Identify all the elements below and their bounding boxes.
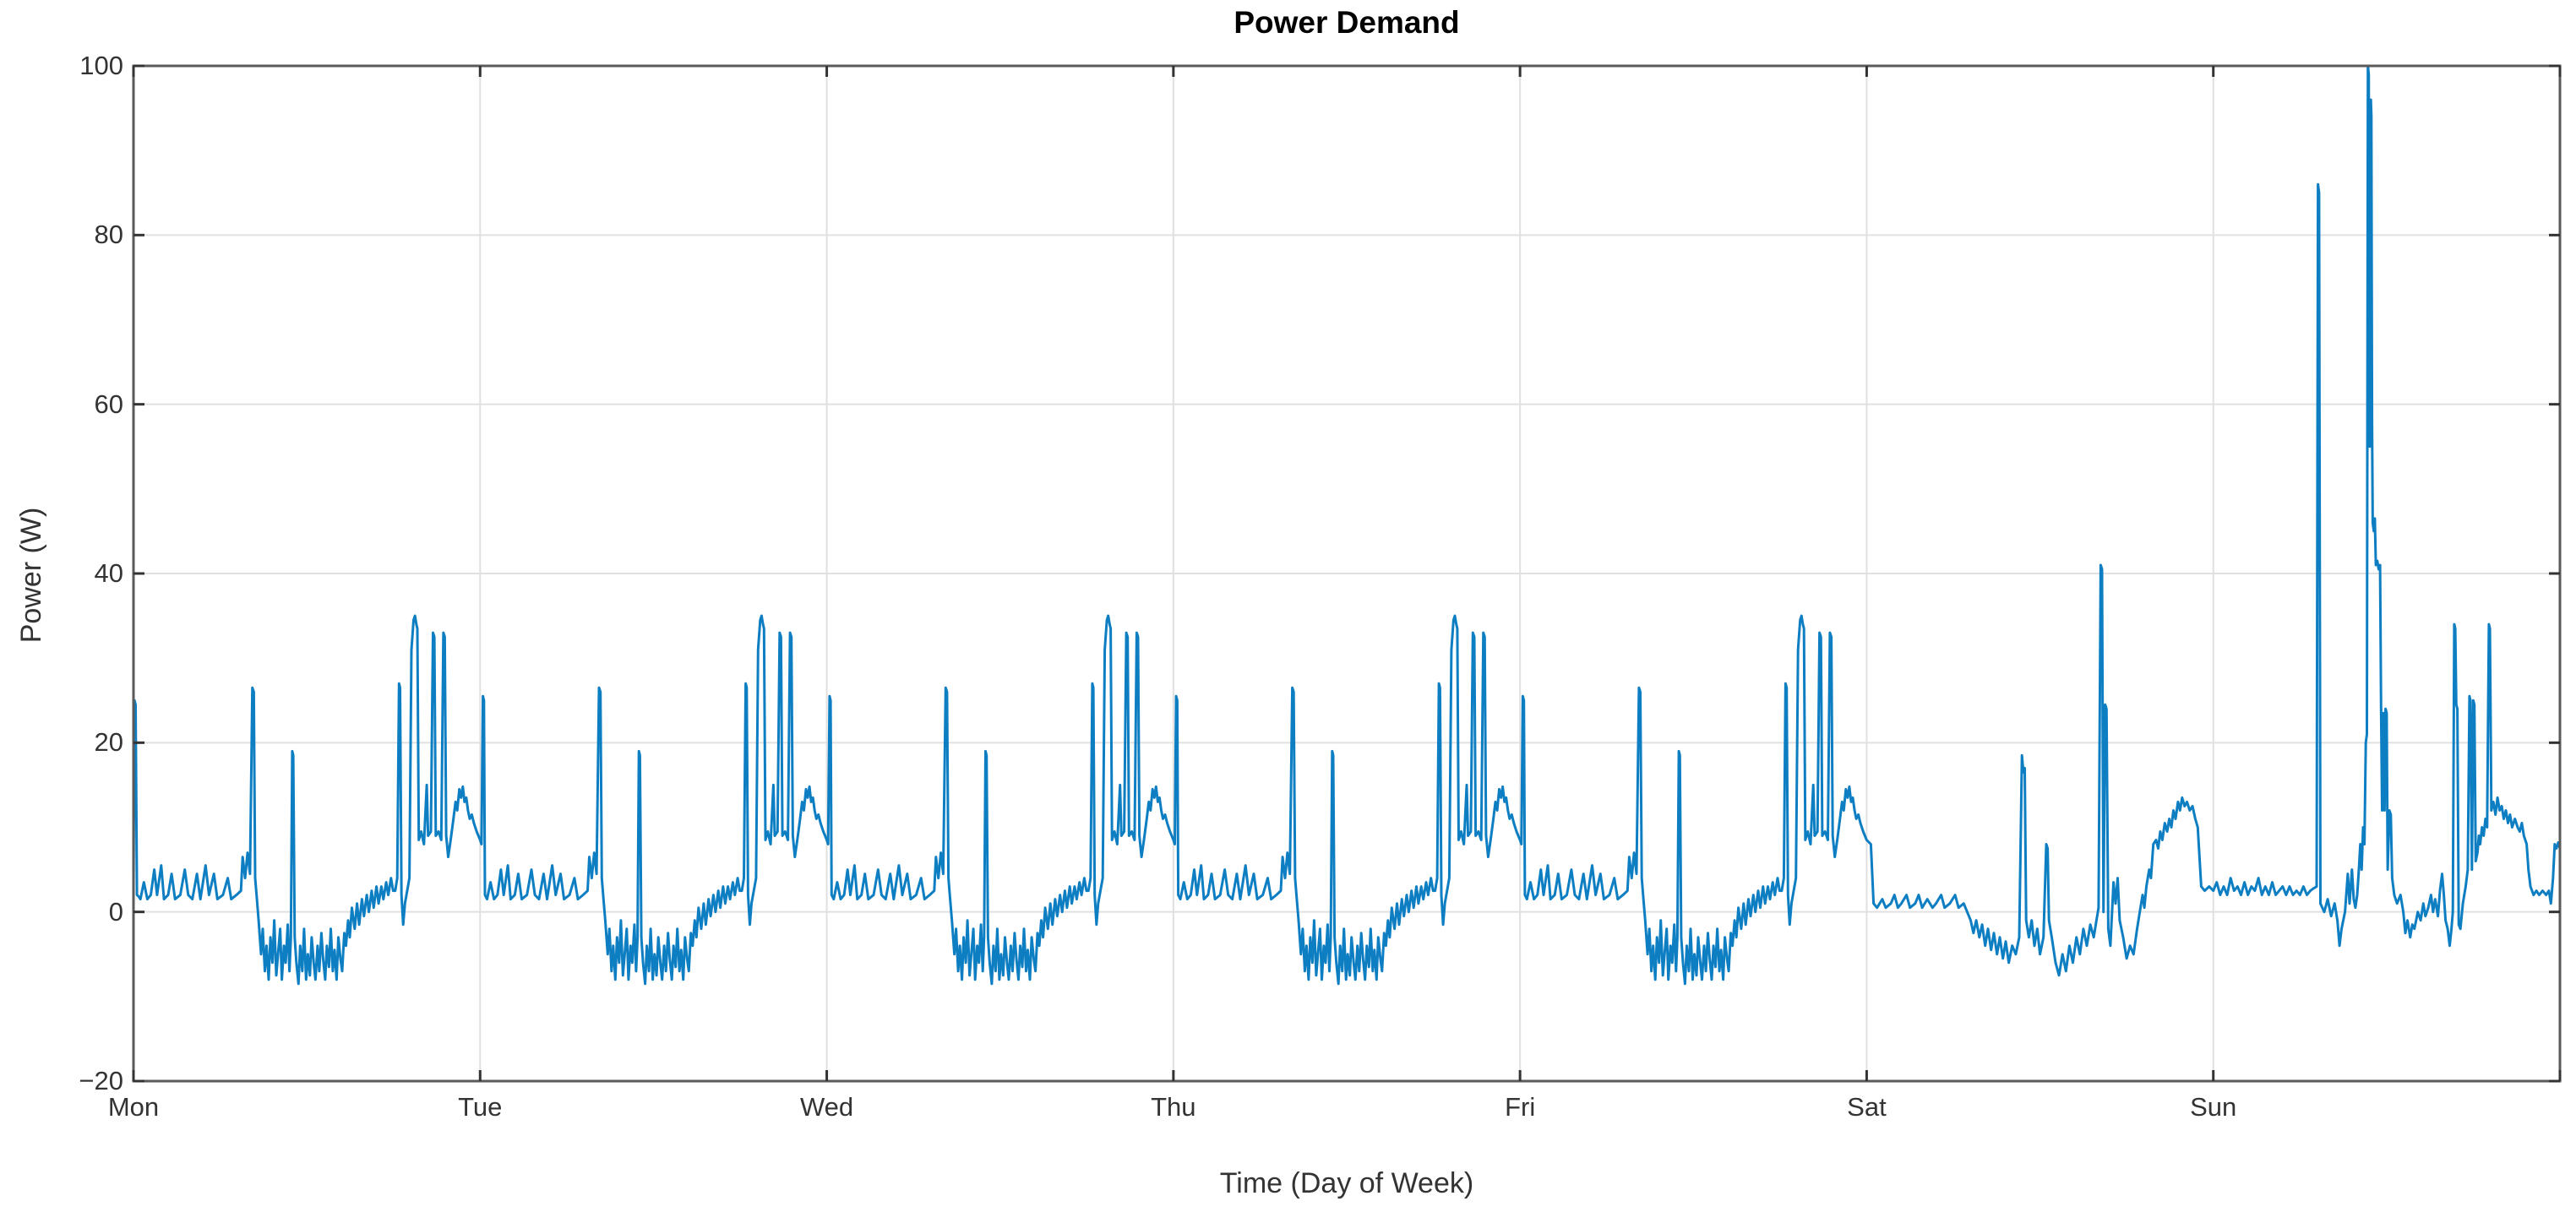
- x-tick-label: Sat: [1847, 1092, 1887, 1122]
- x-axis-label: Time (Day of Week): [1219, 1167, 1474, 1199]
- y-tick-label: 100: [79, 51, 123, 80]
- y-tick-label: 0: [108, 896, 123, 927]
- y-tick-label: 60: [94, 389, 123, 419]
- power-demand-line: [132, 64, 2562, 986]
- chart-title: Power Demand: [1234, 5, 1460, 40]
- x-tick-label: Tue: [458, 1092, 503, 1122]
- x-tick-label: Wed: [799, 1092, 854, 1122]
- power-demand-series: [132, 64, 2562, 986]
- y-tick-label: 80: [94, 220, 123, 250]
- x-tick-label: Fri: [1505, 1092, 1536, 1122]
- grid-lines: [133, 66, 2560, 1081]
- x-tick-label: Sun: [2190, 1092, 2237, 1122]
- y-tick-label: 20: [94, 727, 123, 758]
- y-tick-label: −20: [79, 1066, 123, 1095]
- y-tick-label: 40: [94, 558, 123, 588]
- axes-box-and-ticks: [132, 64, 2562, 1083]
- x-tick-label: Mon: [107, 1092, 160, 1122]
- x-tick-label: Thu: [1151, 1092, 1196, 1122]
